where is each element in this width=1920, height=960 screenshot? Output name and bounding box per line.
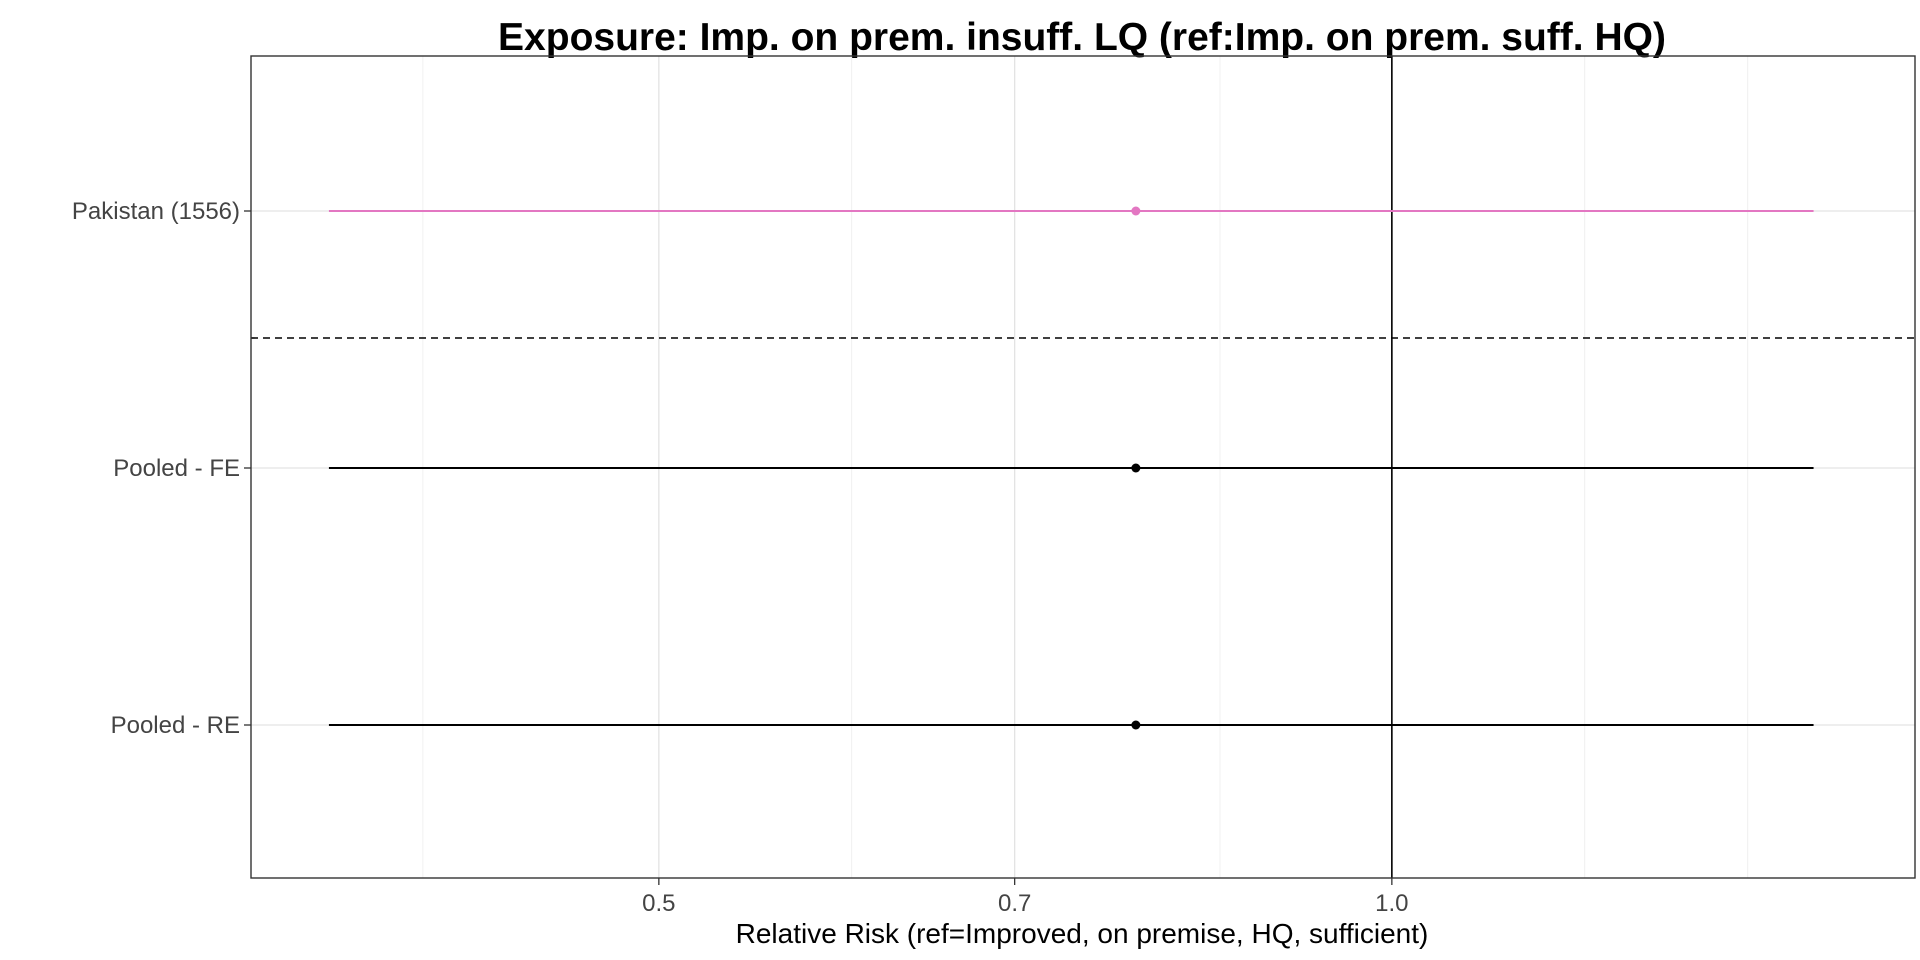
chart-title: Exposure: Imp. on prem. insuff. LQ (ref:…: [498, 16, 1666, 59]
y-tick-label: Pooled - FE: [113, 455, 240, 482]
point-estimate: [1131, 720, 1141, 730]
plot-panel-border: [250, 55, 1916, 879]
point-estimate: [1131, 206, 1141, 216]
forest-rows: [328, 206, 1814, 730]
x-axis-title: Relative Risk (ref=Improved, on premise,…: [736, 918, 1429, 949]
x-tick-label: 0.5: [642, 890, 675, 917]
x-tick-label: 1.0: [1375, 890, 1408, 917]
x-axis-ticks: 0.5 0.7 1.0: [642, 878, 1409, 917]
y-axis-labels: Pakistan (1556) Pooled - FE Pooled - RE: [72, 198, 251, 739]
point-estimate: [1131, 463, 1141, 473]
y-tick-label: Pakistan (1556): [72, 198, 240, 225]
y-tick-label: Pooled - RE: [111, 712, 240, 739]
x-tick-label: 0.7: [998, 890, 1031, 917]
